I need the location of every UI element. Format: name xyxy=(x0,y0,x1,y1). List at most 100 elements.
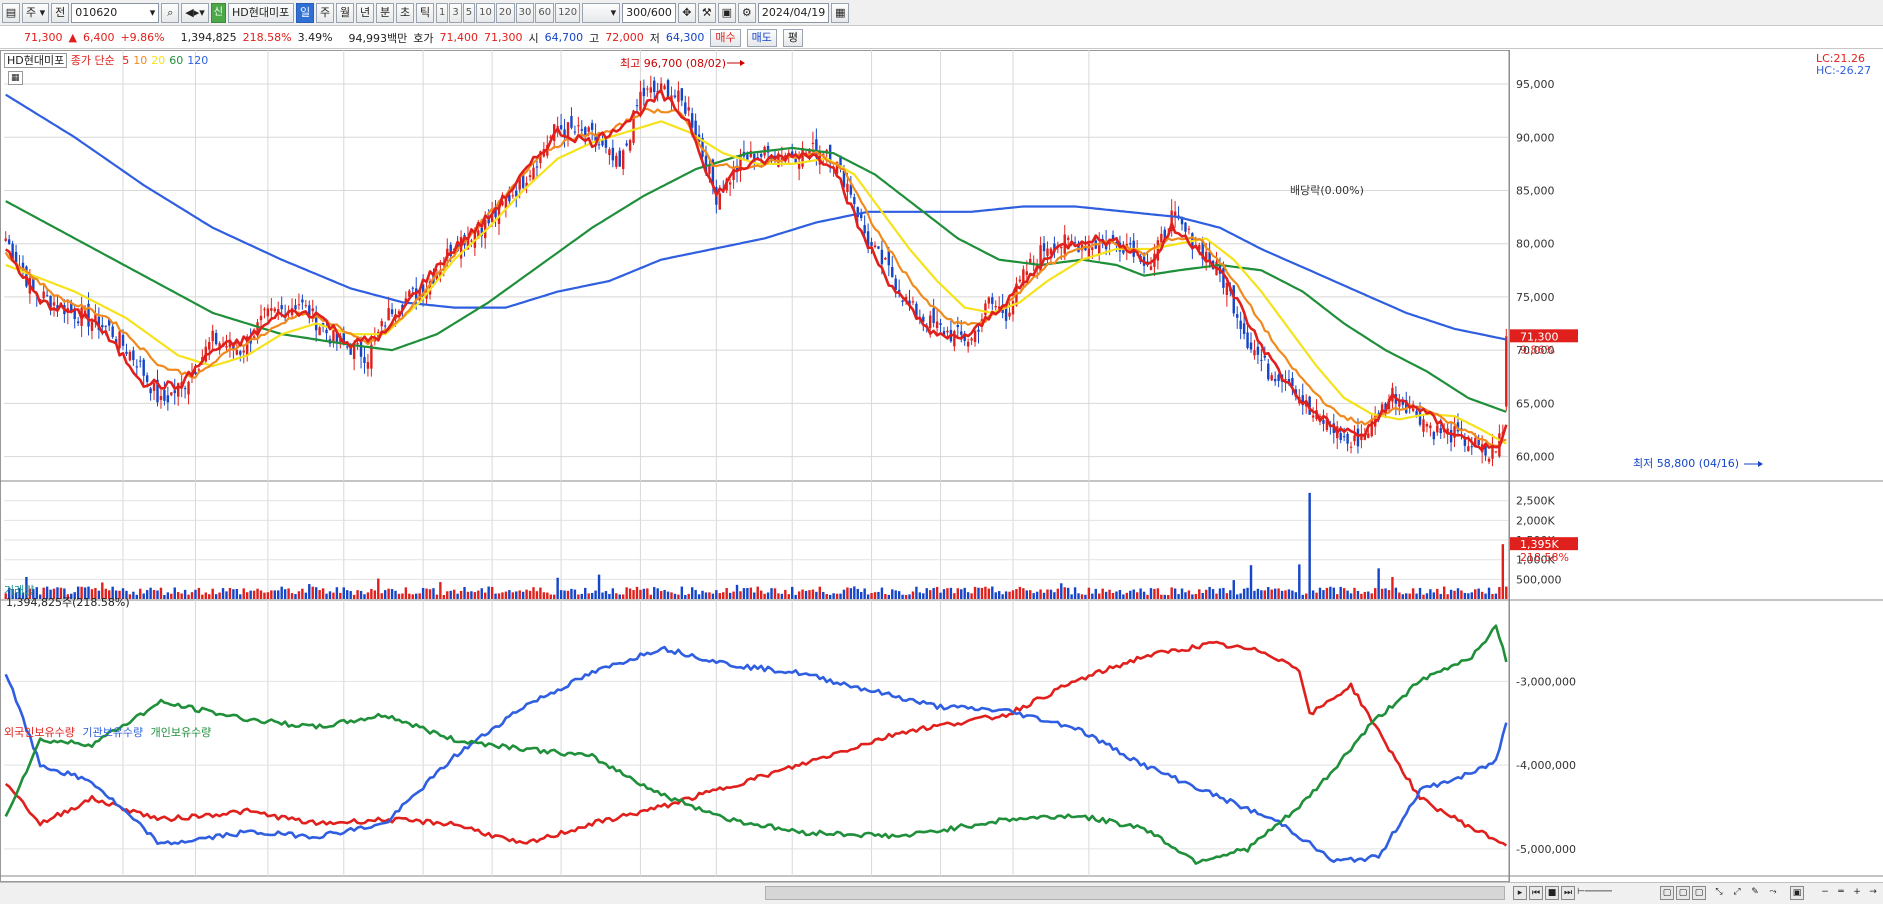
candle-body xyxy=(1029,258,1032,265)
period-button-3[interactable]: 3 xyxy=(449,2,462,23)
stock-name-field[interactable]: HD현대미포 xyxy=(228,2,294,23)
volume-bar xyxy=(1429,589,1432,599)
volume-bar xyxy=(884,594,887,599)
volume-bar xyxy=(1291,590,1294,599)
interval-tab-4[interactable]: 분 xyxy=(376,2,394,23)
fib-tool-icon[interactable]: ⤳ xyxy=(1769,887,1777,897)
draw-tool-icon[interactable]: ⤡ xyxy=(1715,887,1723,897)
candle-body xyxy=(922,316,925,322)
volume-bar xyxy=(449,590,452,599)
lc-readout: LC:21.26 xyxy=(1816,52,1866,65)
volume-bar xyxy=(211,588,214,599)
period-button-30[interactable]: 30 xyxy=(515,2,535,23)
forward-button[interactable]: ⏭ xyxy=(1561,886,1575,900)
zoom-in-icon[interactable]: + xyxy=(1853,887,1861,897)
evaluate-button[interactable]: 평 xyxy=(782,28,804,47)
candle-body xyxy=(935,321,939,329)
candle-body xyxy=(411,287,414,289)
text-tool-icon[interactable]: ✎ xyxy=(1751,887,1759,897)
settings-icon[interactable]: ⚙ xyxy=(737,2,756,23)
period-button-1[interactable]: 1 xyxy=(436,2,449,23)
volume-bar xyxy=(1325,587,1329,599)
scroll-thumb[interactable] xyxy=(765,886,1505,900)
period-dropdown[interactable]: 주 ▾ xyxy=(22,2,50,23)
count-display[interactable]: 300/600 xyxy=(622,2,676,23)
candle-body xyxy=(149,388,152,394)
volume-bar xyxy=(487,586,490,599)
menu-icon[interactable]: ▤ xyxy=(2,2,20,23)
volume-bar xyxy=(1015,589,1018,599)
volume-bar xyxy=(1042,592,1046,599)
sell-button[interactable]: 매도 xyxy=(746,28,777,47)
price-legend-name[interactable]: HD현대미포 xyxy=(4,53,68,68)
candle-body xyxy=(860,213,863,218)
save-icon[interactable]: ▣ xyxy=(717,2,736,23)
next-page-icon[interactable]: → xyxy=(1869,887,1877,897)
custom-period-dropdown[interactable]: ▾ xyxy=(582,2,621,23)
candle-body xyxy=(235,349,239,355)
volume-bar xyxy=(822,591,825,599)
period-button-5[interactable]: 5 xyxy=(462,2,476,23)
period-button-20[interactable]: 20 xyxy=(495,2,515,23)
scroll-right-button[interactable]: ▸ xyxy=(1513,886,1527,900)
stock-code-input[interactable]: 010620 ▾ xyxy=(71,2,160,23)
volume-bar xyxy=(1356,590,1360,599)
volume-bar xyxy=(639,589,642,599)
interval-tab-1[interactable]: 주 xyxy=(316,2,334,23)
candle-body xyxy=(197,369,201,371)
candle-body xyxy=(76,321,80,324)
candle-body xyxy=(1349,446,1353,448)
period-button-60[interactable]: 60 xyxy=(535,2,555,23)
search-icon[interactable]: ⌕ xyxy=(161,2,180,23)
calendar-icon[interactable]: ▦ xyxy=(831,2,850,23)
volume-bar xyxy=(1111,592,1115,599)
buy-button[interactable]: 매수 xyxy=(710,28,741,47)
chart-area[interactable]: 95,000 90,000 85,000 80,000 75,000 70,000 65,0… xyxy=(0,50,1883,882)
interval-tab-2[interactable]: 월 xyxy=(336,2,354,23)
x-tick-label: 12 xyxy=(1226,880,1240,882)
fit-icon[interactable]: ═ xyxy=(1838,887,1844,897)
toggle-a-icon[interactable]: ▢ xyxy=(1660,886,1674,900)
toggle-b-icon[interactable]: ▢ xyxy=(1676,886,1690,900)
stop-button[interactable]: ■ xyxy=(1545,886,1559,900)
candle-body xyxy=(1008,312,1011,317)
candle-body xyxy=(187,382,190,395)
period-button-120[interactable]: 120 xyxy=(555,2,581,23)
interval-tab-6[interactable]: 틱 xyxy=(416,2,434,23)
volume-bar xyxy=(542,592,546,599)
screenshot-icon[interactable]: ▣ xyxy=(1790,886,1804,900)
candle-body xyxy=(508,194,511,202)
interval-tab-5[interactable]: 초 xyxy=(396,2,414,23)
candle-body xyxy=(21,262,25,272)
interval-tab-0[interactable]: 일 xyxy=(296,2,314,23)
candle-body xyxy=(387,308,390,321)
grid-toggle-icon[interactable]: ▦ xyxy=(8,71,23,85)
volume-bar xyxy=(1177,594,1180,599)
volume-bar xyxy=(525,589,528,599)
candle-body xyxy=(973,330,977,343)
tools-icon[interactable]: ⚒ xyxy=(697,2,716,23)
candle-body xyxy=(1187,228,1191,230)
volume-bar xyxy=(791,586,794,599)
volume-bar xyxy=(1218,588,1222,599)
trend-tool-icon[interactable]: ⤢ xyxy=(1733,887,1741,897)
date-field[interactable]: 2024/04/19 xyxy=(757,2,830,23)
rewind-button[interactable]: ⏮ xyxy=(1529,886,1543,900)
candle-body xyxy=(1042,243,1046,252)
volume-bar xyxy=(383,590,387,599)
interval-tab-3[interactable]: 년 xyxy=(356,2,374,23)
zoom-slider[interactable]: ⊢───── xyxy=(1577,887,1612,897)
volume-bar xyxy=(456,593,459,599)
prev-next-stepper[interactable]: ◀▸▾ xyxy=(181,2,209,23)
candle-body xyxy=(132,350,135,361)
volume-bar xyxy=(842,589,846,599)
candle-body xyxy=(477,230,480,239)
zoom-out-icon[interactable]: − xyxy=(1821,887,1829,897)
period-button-10[interactable]: 10 xyxy=(476,2,495,23)
crosshair-icon[interactable]: ✥ xyxy=(677,2,696,23)
toggle-c-icon[interactable]: ▢ xyxy=(1692,886,1706,900)
market-select[interactable]: 전 xyxy=(51,2,70,23)
volume-bar xyxy=(539,587,542,599)
volume-bar xyxy=(1204,589,1208,599)
volume-bar xyxy=(1198,589,1201,599)
